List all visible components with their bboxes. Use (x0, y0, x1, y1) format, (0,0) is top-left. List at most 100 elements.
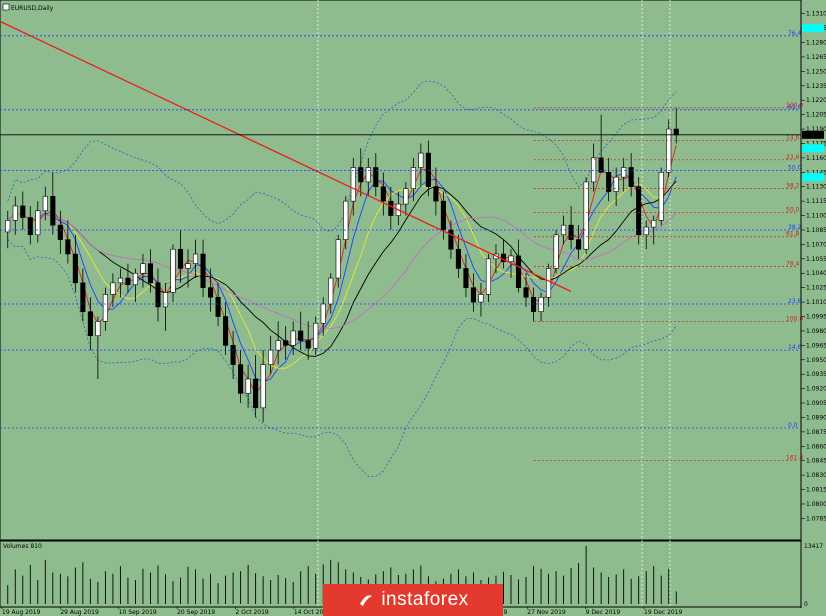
bear-candle (628, 167, 634, 188)
bear-candle (358, 167, 364, 183)
bear-candle (200, 253, 206, 288)
fib-label-red: 38.2 (786, 183, 800, 190)
price-highlight (802, 144, 824, 153)
fib-label-red: 76.4 (786, 261, 800, 268)
bear-candle (253, 378, 259, 409)
bull-candle (162, 292, 169, 308)
bear-candle (440, 200, 446, 231)
y-tick-label: 1.0905 (806, 400, 826, 407)
bear-candle (87, 311, 93, 337)
bull-candle (132, 272, 138, 286)
ma-violet-line (7, 212, 677, 330)
bull-candle (260, 364, 266, 409)
y-tick-label: 1.1025 (806, 285, 826, 292)
y-tick-label: 1.0785 (806, 515, 826, 522)
bull-candle (350, 167, 356, 202)
bear-candle (65, 239, 71, 255)
ma-blue-line (7, 172, 677, 383)
bull-candle (658, 172, 664, 221)
bear-candle (177, 248, 184, 269)
bear-candle (27, 217, 33, 236)
y-tick-label: 1.1130 (806, 184, 826, 191)
logo-text: instaforex (381, 589, 469, 610)
ma-red-line (7, 145, 677, 395)
bull-candle (192, 253, 199, 264)
y-tick-label: 1.0920 (806, 386, 826, 393)
fib-label-blue: 14.6 (788, 344, 802, 351)
bull-candle (110, 282, 116, 295)
y-tick-label: 1.1205 (806, 112, 826, 119)
bear-candle (208, 287, 214, 298)
fib-label-red: 61.8 (786, 231, 800, 238)
x-tick-label: 19 Aug 2019 (2, 609, 41, 616)
bear-candle (463, 268, 469, 288)
bear-candle (673, 128, 679, 136)
bear-candle (388, 200, 394, 216)
x-tick-label: 29 Aug 2019 (60, 609, 99, 616)
y-tick-label: 1.0980 (806, 328, 826, 335)
bull-candle (546, 268, 552, 298)
bear-candle (530, 296, 537, 313)
x-tick-label: 19 Dec 2019 (644, 609, 683, 616)
y-tick-label: 1.0830 (806, 472, 826, 479)
price-highlight (802, 173, 824, 182)
bull-candle (5, 220, 11, 233)
y-tick-label: 1.1070 (806, 241, 826, 248)
symbol-title-text: EURUSD,Daily (11, 5, 54, 12)
bull-candle (335, 239, 341, 279)
x-tick-label: 27 Nov 2019 (527, 609, 566, 616)
bull-candle (268, 349, 274, 365)
bull-candle (35, 210, 41, 236)
bear-candle (125, 277, 131, 286)
price-highlight (802, 24, 824, 33)
bear-candle (238, 364, 244, 394)
y-tick-label: 1.0950 (806, 357, 826, 364)
main-panel (0, 0, 802, 541)
fib-label-red: 14.6 (786, 135, 800, 142)
fib-label-blue: 38.2 (788, 224, 802, 231)
bull-candle (643, 226, 649, 236)
y-tick-label: 1.0860 (806, 443, 826, 450)
y-tick-label: 1.0890 (806, 414, 826, 421)
bear-candle (223, 316, 229, 346)
bull-candle (117, 277, 123, 284)
y-tick-label: 1.0815 (806, 487, 826, 494)
fib-label-blue: 0.0 (788, 422, 798, 429)
bear-candle (20, 205, 26, 218)
bull-candle (651, 220, 657, 228)
y-tick-label: 1.0935 (806, 371, 826, 378)
x-tick-label: 14 Oct 2019 (294, 609, 331, 616)
fib-label-red: 23.6 (786, 154, 800, 161)
symbol-title: EURUSD,Daily (2, 3, 54, 12)
bull-candle (42, 196, 48, 212)
fib-label-blue: 61.8 (788, 104, 802, 111)
bear-candle (80, 282, 86, 313)
fib-label-blue: 23.6 (788, 298, 802, 305)
bull-candle (275, 340, 281, 351)
bear-candle (155, 282, 161, 308)
bear-candle (576, 239, 582, 250)
bull-candle (185, 263, 191, 269)
volumes-title: Volumes 810 (3, 543, 42, 550)
bear-candle (455, 248, 461, 269)
bull-candle (418, 152, 424, 168)
bear-candle (57, 224, 63, 240)
bear-candle (147, 263, 154, 284)
bear-candle (215, 296, 221, 317)
bear-candle (598, 157, 604, 173)
y-tick-label: 1.1250 (806, 68, 826, 75)
fib-label-red: 100.0 (786, 102, 803, 109)
bear-candle (515, 255, 522, 288)
current-price-label: 1.1184 (803, 132, 824, 139)
y-tick-label: 1.1190 (806, 126, 826, 133)
bollinger-upper (7, 80, 677, 232)
volume-max-label: 13417 (804, 543, 823, 550)
bull-candle (621, 167, 627, 178)
logo-mark-icon (357, 591, 375, 609)
bull-candle (553, 234, 559, 269)
fib-label-red: 161.8 (786, 455, 803, 462)
bear-candle (298, 330, 304, 341)
bull-candle (313, 322, 319, 349)
bear-candle (50, 196, 56, 226)
